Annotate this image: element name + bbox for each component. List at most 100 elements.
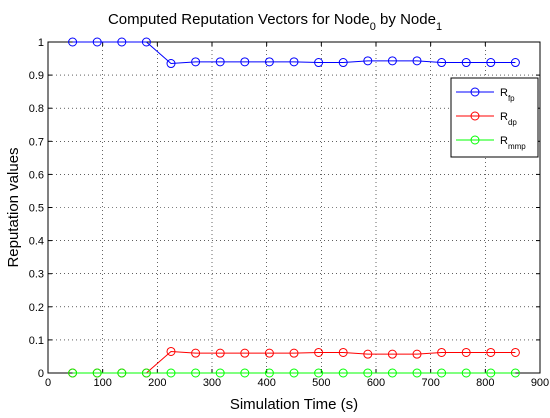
data-point-mmp: [437, 368, 447, 378]
chart-title-sub2: 1: [436, 21, 442, 33]
legend-box: [450, 77, 539, 158]
data-point-fp: [461, 58, 471, 68]
series-fp: [68, 37, 520, 69]
data-point-dp: [289, 348, 299, 358]
chart-title-sub1: 0: [370, 21, 376, 33]
legend-label-main: R: [500, 135, 508, 147]
data-point-dp: [486, 347, 496, 357]
x-tick-label: 200: [148, 377, 166, 389]
chart-title-base: Computed Reputation Vectors for Node: [108, 11, 370, 28]
data-point-dp: [461, 347, 471, 357]
data-point-fp: [215, 57, 225, 67]
legend-label-fp: Rfp: [500, 87, 515, 103]
series-dp: [68, 346, 520, 378]
data-point-mmp: [166, 368, 176, 378]
y-tick-label: 0.9: [29, 70, 44, 82]
chart-title: Computed Reputation Vectors for Node0 by…: [108, 11, 442, 33]
data-point-mmp: [510, 368, 520, 378]
legend-label-subscript: fp: [508, 94, 515, 103]
data-point-mmp: [141, 368, 151, 378]
data-point-mmp: [486, 368, 496, 378]
data-point-dp: [166, 346, 176, 356]
y-tick-label: 0.6: [29, 169, 44, 181]
x-tick-label: 100: [93, 377, 111, 389]
legend-marker-fp: [470, 87, 480, 97]
data-point-dp: [437, 347, 447, 357]
data-point-fp: [437, 58, 447, 68]
axis-ticks: 0 100 200 300 400 500 600 700 800 900 0 0.1 0.2 0.3 0.…: [29, 37, 549, 389]
data-point-mmp: [191, 368, 201, 378]
data-point-dp: [314, 347, 324, 357]
data-point-mmp: [117, 368, 127, 378]
data-point-dp: [412, 349, 422, 359]
data-point-dp: [510, 347, 520, 357]
series-line-fp: [72, 41, 516, 65]
x-tick-label: 400: [257, 377, 275, 389]
legend-label-mmp: Rmmp: [500, 135, 526, 151]
data-point-dp: [264, 348, 274, 358]
y-tick-label: 0.4: [29, 236, 44, 248]
data-point-mmp: [338, 368, 348, 378]
data-point-fp: [289, 57, 299, 67]
y-tick-label: 0.7: [29, 136, 44, 148]
data-point-dp: [338, 347, 348, 357]
legend-label-subscript: mmp: [508, 142, 526, 151]
data-point-mmp: [289, 368, 299, 378]
data-point-dp: [387, 349, 397, 359]
y-tick-label: 0.1: [29, 335, 44, 347]
legend-marker-mmp: [470, 135, 480, 145]
data-point-fp: [68, 37, 78, 47]
series-mmp: [68, 368, 520, 378]
data-point-mmp: [314, 368, 324, 378]
y-tick-label: 0: [38, 368, 44, 380]
data-point-fp: [191, 57, 201, 67]
x-axis-label: Simulation Time (s): [230, 396, 358, 413]
data-point-dp: [191, 348, 201, 358]
data-point-mmp: [264, 368, 274, 378]
data-point-fp: [264, 57, 274, 67]
x-tick-label: 600: [367, 377, 385, 389]
data-point-fp: [240, 57, 250, 67]
legend-label-main: R: [500, 111, 508, 123]
legend-label-dp: Rdp: [500, 111, 517, 127]
y-tick-label: 0.2: [29, 302, 44, 314]
chart-title-mid: by Node: [376, 11, 436, 28]
x-tick-label: 700: [421, 377, 439, 389]
data-point-mmp: [363, 368, 373, 378]
data-point-fp: [486, 58, 496, 68]
data-point-fp: [338, 58, 348, 68]
data-point-mmp: [68, 368, 78, 378]
data-point-dp: [240, 348, 250, 358]
data-point-dp: [215, 348, 225, 358]
data-point-mmp: [240, 368, 250, 378]
y-axis-label: Reputation values: [5, 147, 22, 267]
data-point-mmp: [92, 368, 102, 378]
data-point-fp: [387, 56, 397, 66]
data-point-fp: [141, 37, 151, 47]
data-point-fp: [92, 37, 102, 47]
x-tick-label: 500: [312, 377, 330, 389]
y-tick-label: 0.3: [29, 269, 44, 281]
x-tick-label: 800: [476, 377, 494, 389]
data-point-mmp: [215, 368, 225, 378]
data-point-fp: [314, 58, 324, 68]
data-point-mmp: [387, 368, 397, 378]
data-point-fp: [117, 37, 127, 47]
legend-label-main: R: [500, 87, 508, 99]
data-point-fp: [510, 58, 520, 68]
legend-label-subscript: dp: [508, 118, 517, 127]
y-tick-label: 1: [38, 37, 44, 49]
legend-marker-dp: [470, 111, 480, 121]
y-tick-label: 0.5: [29, 203, 44, 215]
data-point-fp: [166, 59, 176, 69]
data-point-mmp: [461, 368, 471, 378]
data-point-fp: [412, 56, 422, 66]
data-point-dp: [363, 349, 373, 359]
x-tick-label: 900: [531, 377, 549, 389]
y-tick-label: 0.8: [29, 103, 44, 115]
data-point-mmp: [412, 368, 422, 378]
x-tick-label: 300: [203, 377, 221, 389]
